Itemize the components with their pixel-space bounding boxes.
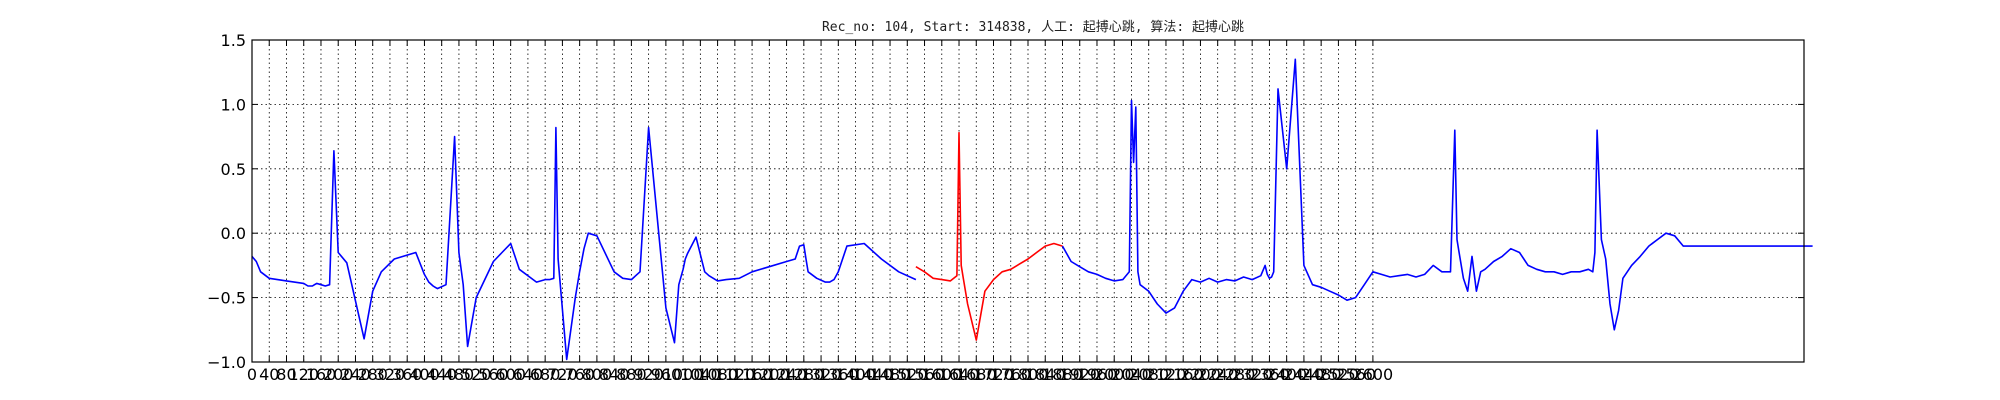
x-tick-label: 1440: [852, 365, 893, 384]
x-tick-label: 1800: [1008, 365, 1049, 384]
x-tick-label: 800: [582, 365, 613, 384]
x-tick-label: 1360: [818, 365, 859, 384]
y-tick-label: −0.5: [207, 289, 246, 308]
x-tick-label: 160: [306, 365, 337, 384]
x-tick-label: 1560: [904, 365, 945, 384]
x-tick-label: 1160: [732, 365, 773, 384]
x-tick-label: 840: [599, 365, 630, 384]
chart-title: Rec_no: 104, Start: 314838, 人工: 起搏心跳, 算法…: [822, 19, 1244, 35]
ecg-series-line: [1061, 58, 1813, 331]
ecg-series-line: [915, 131, 1063, 341]
x-tick-label: 1240: [766, 365, 807, 384]
x-tick-label: 2600: [1353, 365, 1394, 384]
x-tick-label: 2240: [1197, 365, 1238, 384]
x-tick-label: 2520: [1318, 365, 1359, 384]
ecg-series-line: [251, 126, 917, 361]
x-tick-label: 2000: [1094, 365, 1135, 384]
x-tick-label: 2080: [1128, 365, 1169, 384]
y-tick-label: −1.0: [207, 353, 246, 372]
x-tick-label: 1600: [921, 365, 962, 384]
x-tick-label: 1760: [990, 365, 1031, 384]
x-tick-label: 2120: [1146, 365, 1187, 384]
x-tick-label: 2480: [1301, 365, 1342, 384]
x-tick-label: 1280: [783, 365, 824, 384]
x-tick-label: 880: [616, 365, 647, 384]
x-tick-label: 2160: [1163, 365, 1204, 384]
x-tick-label: 200: [323, 365, 354, 384]
x-tick-label: 40: [259, 365, 279, 384]
x-tick-label: 320: [375, 365, 406, 384]
x-tick-label: 0: [247, 365, 257, 384]
x-tick-label: 240: [340, 365, 371, 384]
x-tick-label: 720: [547, 365, 578, 384]
x-tick-label: 520: [461, 365, 492, 384]
x-tick-label: 440: [426, 365, 457, 384]
x-tick-label: 2280: [1215, 365, 1256, 384]
y-tick-label: 1.0: [221, 95, 246, 114]
x-tick-label: 960: [651, 365, 682, 384]
x-tick-label: 1000: [663, 365, 704, 384]
x-tick-label: 1960: [1077, 365, 1118, 384]
plot-frame: [251, 39, 1805, 363]
x-tick-label: 1720: [973, 365, 1014, 384]
x-tick-label: 1480: [870, 365, 911, 384]
x-tick-label: 2360: [1249, 365, 1290, 384]
x-tick-label: 640: [513, 365, 544, 384]
x-tick-label: 680: [530, 365, 561, 384]
grid-lines: [251, 39, 1804, 363]
x-tick-label: 280: [357, 365, 388, 384]
x-tick-label: 80: [276, 365, 296, 384]
x-tick-label: 2320: [1232, 365, 1273, 384]
x-tick-label: 360: [392, 365, 423, 384]
x-tick-label: 1080: [697, 365, 738, 384]
x-tick-label: 2200: [1180, 365, 1221, 384]
x-tick-label: 920: [633, 365, 664, 384]
x-axis-ticks: 0 408012016020024028032036040044048052056…: [247, 40, 1393, 384]
y-tick-label: 0.0: [221, 224, 246, 243]
x-tick-label: 400: [409, 365, 440, 384]
y-axis-ticks: −1.0 −0.5 0.0 0.5 1.0 1.5: [207, 31, 1804, 372]
x-tick-label: 480: [444, 365, 475, 384]
x-tick-label: 600: [495, 365, 526, 384]
y-tick-label: 0.5: [221, 160, 246, 179]
x-tick-label: 120: [288, 365, 319, 384]
x-tick-label: 1640: [939, 365, 980, 384]
x-tick-label: 1040: [680, 365, 721, 384]
x-tick-label: 1880: [1042, 365, 1083, 384]
x-tick-label: 560: [478, 365, 509, 384]
x-tick-label: 1400: [835, 365, 876, 384]
x-tick-label: 2560: [1335, 365, 1376, 384]
x-tick-label: 760: [564, 365, 595, 384]
x-tick-label: 1520: [887, 365, 928, 384]
x-tick-label: 1200: [749, 365, 790, 384]
x-tick-label: 1680: [956, 365, 997, 384]
x-tick-label: 1320: [801, 365, 842, 384]
y-tick-label: 1.5: [221, 31, 246, 50]
x-tick-label: 1120: [714, 365, 755, 384]
x-tick-label: 1840: [1025, 365, 1066, 384]
x-tick-label: 2440: [1284, 365, 1325, 384]
x-tick-label: 1920: [1059, 365, 1100, 384]
x-tick-label: 2040: [1111, 365, 1152, 384]
ecg-trace: [251, 58, 1813, 361]
x-tick-label: 2400: [1266, 365, 1307, 384]
